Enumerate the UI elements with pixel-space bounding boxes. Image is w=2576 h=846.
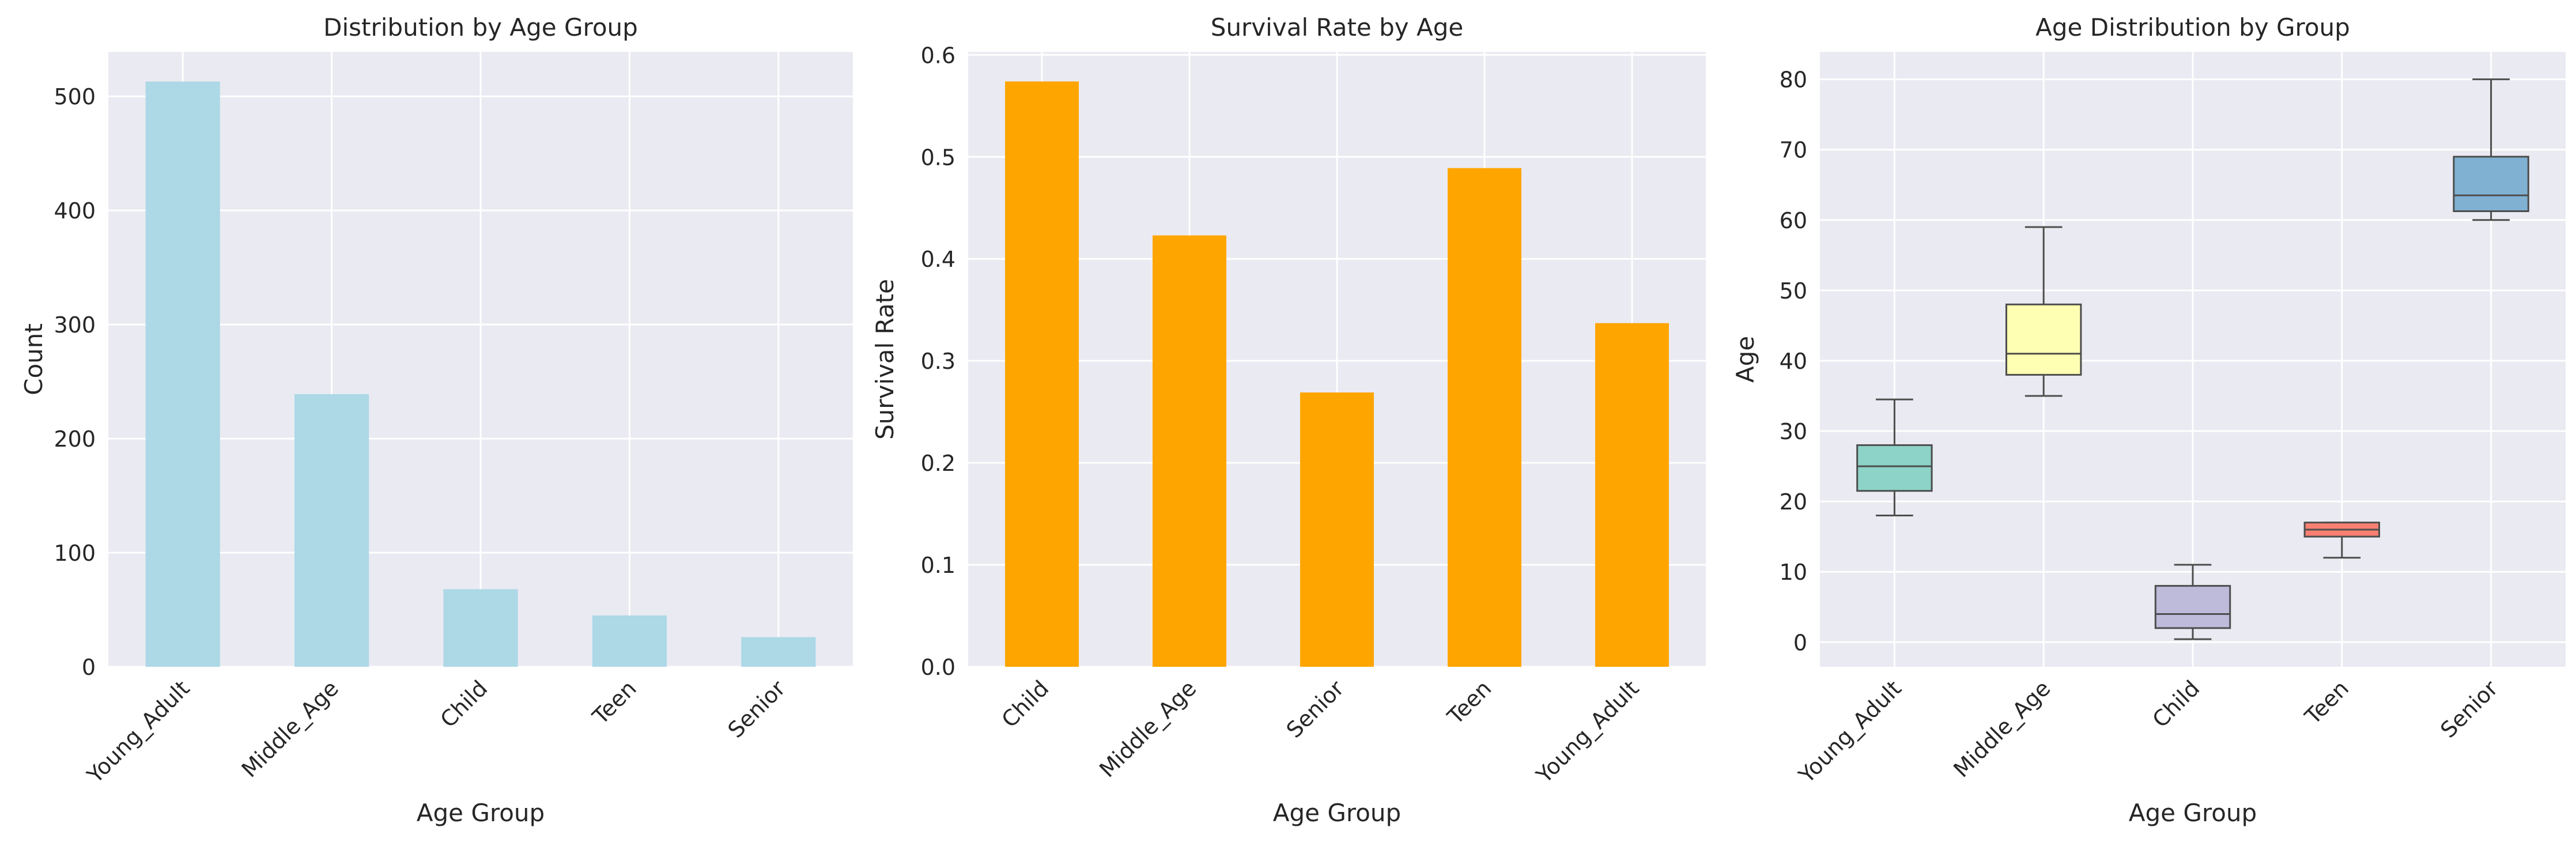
y-tick-label: 100	[54, 541, 96, 566]
y-tick-label: 300	[54, 312, 96, 338]
y-ticks: 0.0 0.1 0.2 0.3 0.4 0.5 0.6	[921, 43, 955, 680]
y-ticks: 0 10 20 30 40 50 60 70 80	[1780, 67, 1807, 656]
x-axis-label: Age Group	[1273, 799, 1401, 827]
box-young-adult	[1856, 398, 1933, 517]
y-ticks: 0 100 200 300 400 500	[54, 84, 96, 680]
y-axis-label: Survival Rate	[871, 279, 899, 440]
box-middle-age	[2005, 226, 2082, 397]
y-tick-label: 50	[1780, 278, 1807, 304]
bar-young-adult	[1595, 323, 1669, 667]
box-teen	[2303, 522, 2381, 559]
box-iqr	[2453, 156, 2529, 213]
box-child	[2154, 564, 2231, 640]
chart-title: Survival Rate by Age	[1211, 13, 1463, 41]
y-tick-label: 0	[82, 655, 96, 680]
bar-middle-age	[1153, 235, 1226, 667]
y-tick-label: 40	[1780, 349, 1807, 374]
chart-title: Age Distribution by Group	[2035, 13, 2350, 41]
y-tick-label: 80	[1780, 67, 1807, 93]
box-iqr	[2154, 585, 2231, 629]
chart-title: Distribution by Age Group	[323, 13, 638, 41]
bar-teen	[592, 615, 667, 667]
marks	[145, 81, 816, 667]
y-tick-label: 0.5	[921, 145, 955, 170]
y-tick-label: 0.1	[921, 553, 955, 578]
y-tick-label: 400	[54, 198, 96, 224]
y-axis-label: Age	[1731, 336, 1759, 383]
bar-senior	[1300, 392, 1374, 667]
bar-senior	[741, 637, 816, 667]
y-tick-label: 0.3	[921, 349, 955, 374]
y-tick-label: 0	[1793, 630, 1807, 655]
box-senior	[2453, 78, 2529, 221]
marks	[1856, 78, 2529, 640]
y-tick-label: 0.0	[921, 655, 955, 680]
y-tick-label: 10	[1780, 560, 1807, 585]
box-iqr	[1856, 444, 1933, 492]
y-tick-label: 0.2	[921, 451, 955, 476]
marks	[1005, 81, 1669, 667]
y-tick-label: 500	[54, 84, 96, 109]
y-tick-label: 20	[1780, 489, 1807, 515]
y-tick-label: 0.6	[921, 43, 955, 68]
panel-survival-rate: 0.00.10.20.30.40.50.6 Child Middle_Age Sen…	[871, 13, 1706, 827]
x-axis-label: Age Group	[417, 799, 545, 827]
y-tick-label: 0.4	[921, 247, 955, 272]
bar-young-adult	[145, 81, 220, 667]
bar-child	[1005, 81, 1079, 667]
y-tick-label: 60	[1780, 208, 1807, 233]
x-axis-label: Age Group	[2129, 799, 2257, 827]
y-axis-label: Count	[20, 323, 48, 395]
bar-middle-age	[294, 394, 369, 667]
y-tick-label: 200	[54, 426, 96, 452]
box-iqr	[2005, 303, 2082, 376]
y-tick-label: 70	[1780, 138, 1807, 163]
y-tick-label: 30	[1780, 419, 1807, 444]
bar-child	[443, 589, 518, 667]
bar-teen	[1448, 168, 1521, 667]
